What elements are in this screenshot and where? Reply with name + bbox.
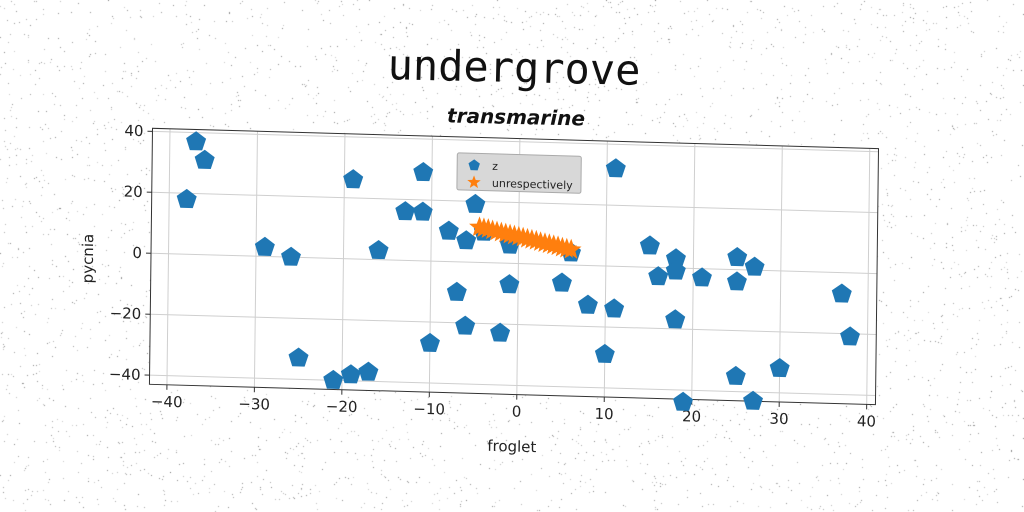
legend-label: z xyxy=(492,160,498,173)
x-tick-label: −40 xyxy=(151,392,183,411)
y-tick-label: −40 xyxy=(109,365,141,384)
y-axis-label: pycnia xyxy=(79,234,98,284)
x-tick-label: −30 xyxy=(238,395,270,414)
y-tick-label: 0 xyxy=(132,244,142,262)
x-tick-label: 10 xyxy=(594,405,613,424)
y-tick-label: −20 xyxy=(110,304,142,323)
y-tick-label: 20 xyxy=(124,183,143,202)
x-tick-label: −10 xyxy=(413,400,445,419)
legend-label: unrespectively xyxy=(492,177,573,192)
x-axis-label: froglet xyxy=(487,437,536,456)
legend: z unrespectively xyxy=(457,153,581,193)
chart-subtitle: transmarine xyxy=(447,103,585,130)
x-tick-label: 30 xyxy=(769,410,788,429)
x-tick-label: 40 xyxy=(857,412,876,431)
chart-title: undergrove xyxy=(387,40,641,95)
x-tick-label: 0 xyxy=(512,402,522,420)
x-tick-label: −20 xyxy=(326,397,358,416)
y-tick-label: 40 xyxy=(124,122,143,141)
